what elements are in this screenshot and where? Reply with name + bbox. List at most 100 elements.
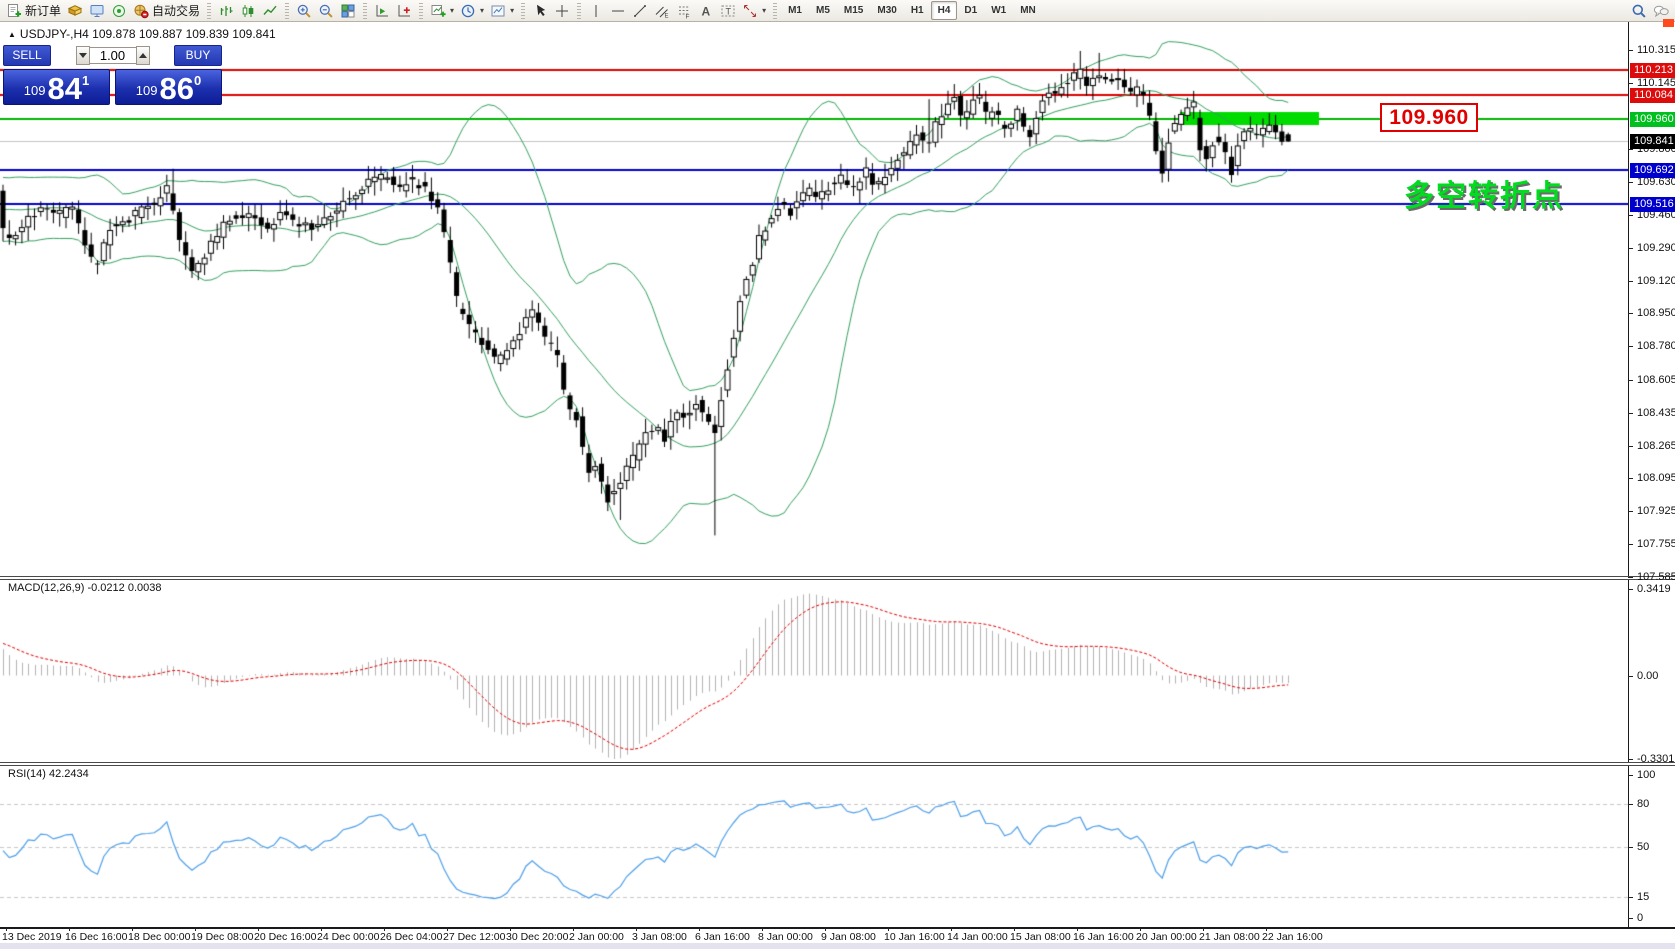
timeframe-toolbar: M1 M5 M15 M30 H1 H4 D1 W1 MN [769, 1, 1043, 20]
new-chart-button[interactable]: ▾ [427, 1, 457, 21]
auto-scroll-button[interactable] [371, 1, 393, 21]
dropdown-arrow-icon: ▾ [762, 6, 767, 15]
svg-text:A: A [702, 4, 711, 18]
time-tick-label: 19 Dec 08:00 [191, 931, 254, 943]
dropdown-arrow-icon: ▾ [510, 6, 515, 15]
chat-button[interactable] [1650, 1, 1672, 21]
timeframe-button-mn[interactable]: MN [1013, 1, 1043, 20]
price-tick-mark [1628, 215, 1633, 216]
buy-button[interactable]: BUY [174, 44, 222, 66]
panel-separator[interactable] [0, 762, 1675, 766]
arrows-button[interactable]: ▾ [739, 1, 769, 21]
equidistant-channel-button[interactable]: E [651, 1, 673, 21]
time-tick-label: 8 Jan 00:00 [758, 931, 813, 943]
volume-decrease-button[interactable] [75, 45, 90, 65]
data-window-button[interactable] [86, 1, 108, 21]
crosshair-icon [556, 4, 569, 17]
price-tick-mark [1628, 182, 1633, 183]
sell-price-big: 84 [47, 71, 82, 106]
navigator-button[interactable] [108, 1, 130, 21]
time-tick-label: 22 Jan 16:00 [1262, 931, 1323, 943]
text-button[interactable]: A [695, 1, 717, 21]
line-chart-button[interactable] [259, 1, 281, 21]
svg-text:T: T [726, 6, 732, 16]
vertical-line-button[interactable] [585, 1, 607, 21]
timeframe-button-d1[interactable]: D1 [957, 1, 984, 20]
time-tick-mark [888, 927, 889, 931]
sell-price-sup: 1 [81, 73, 90, 88]
panel-separator[interactable] [0, 576, 1675, 580]
time-tick-mark [1266, 927, 1267, 931]
buy-price-prefix: 109 [135, 83, 158, 98]
fibonacci-button[interactable]: F [673, 1, 695, 21]
time-tick-label: 24 Dec 00:00 [317, 931, 380, 943]
timeframe-button-w1[interactable]: W1 [984, 1, 1013, 20]
time-tick-mark [1014, 927, 1015, 931]
line-chart-icon [263, 5, 277, 15]
zoom-in-icon [297, 4, 311, 18]
price-tick-label: 108.095 [1637, 472, 1675, 484]
time-tick-label: 16 Dec 16:00 [65, 931, 128, 943]
timeframe-button-m15[interactable]: M15 [837, 1, 870, 20]
volume-input[interactable] [89, 46, 136, 64]
chart-shift-button[interactable] [393, 1, 415, 21]
trendline-button[interactable] [629, 1, 651, 21]
time-tick-label: 18 Dec 00:00 [128, 931, 191, 943]
price-tick-mark [1628, 413, 1633, 414]
timeframe-button-h1[interactable]: H1 [904, 1, 931, 20]
timeframe-button-m5[interactable]: M5 [809, 1, 837, 20]
rsi-axis-label: 80 [1637, 798, 1650, 810]
time-tick-mark [447, 927, 448, 931]
crosshair-button[interactable] [551, 1, 573, 21]
toolbar-separator [207, 2, 212, 19]
periods-button[interactable]: ▾ [457, 1, 487, 21]
sell-button[interactable]: SELL [3, 44, 51, 66]
price-tick-label: 107.925 [1637, 505, 1675, 517]
rsi-tick-mark [1628, 847, 1633, 848]
bottom-scroll-strip[interactable] [0, 943, 1675, 949]
sell-price-button[interactable]: 109 84 1 [3, 69, 110, 105]
price-badge-109.516: 109.516 [1630, 197, 1675, 212]
volume-increase-button[interactable] [135, 45, 150, 65]
time-tick-label: 26 Dec 04:00 [380, 931, 443, 943]
time-tick-label: 20 Dec 16:00 [254, 931, 317, 943]
bar-chart-button[interactable] [215, 1, 237, 21]
time-tick-mark [195, 927, 196, 931]
chart-plot-canvas[interactable] [0, 22, 1628, 927]
auto-scroll-icon [376, 4, 389, 16]
price-tick-label: 108.435 [1637, 407, 1675, 419]
buy-price-button[interactable]: 109 86 0 [115, 69, 222, 105]
cursor-button[interactable] [529, 1, 551, 21]
search-button[interactable] [1628, 1, 1650, 21]
text-label-button[interactable]: T [717, 1, 739, 21]
price-tick-mark [1628, 50, 1633, 51]
corner-marker [1663, 19, 1674, 27]
price-tick-mark [1628, 511, 1633, 512]
zoom-out-button[interactable] [315, 1, 337, 21]
hline-icon [612, 10, 625, 11]
time-tick-mark [258, 927, 259, 931]
rsi-axis-label: 0 [1637, 912, 1644, 924]
timeframe-button-m30[interactable]: M30 [870, 1, 903, 20]
arrows-icon [744, 4, 757, 17]
tile-windows-button[interactable] [337, 1, 359, 21]
price-tick-mark [1628, 544, 1633, 545]
price-tick-mark [1628, 478, 1633, 479]
price-badge-110.084: 110.084 [1630, 88, 1675, 103]
market-watch-button[interactable] [64, 1, 86, 21]
timeframe-button-m1[interactable]: M1 [781, 1, 809, 20]
timeframe-button-h4[interactable]: H4 [930, 1, 958, 20]
time-tick-label: 16 Jan 16:00 [1073, 931, 1134, 943]
price-axis-border [1628, 22, 1629, 927]
horizontal-line-button[interactable] [607, 1, 629, 21]
new-order-button[interactable]: 新订单 [3, 1, 64, 21]
triangle-down-icon [78, 52, 87, 58]
auto-trading-button[interactable]: 自动交易 [130, 1, 203, 21]
time-tick-label: 2 Jan 00:00 [569, 931, 624, 943]
candle-chart-button[interactable] [237, 1, 259, 21]
time-tick-label: 6 Jan 16:00 [695, 931, 750, 943]
zoom-in-button[interactable] [293, 1, 315, 21]
collapse-arrow-icon[interactable]: ▲ [8, 30, 16, 39]
new-chart-icon [431, 4, 446, 17]
templates-button[interactable]: ▾ [487, 1, 517, 21]
